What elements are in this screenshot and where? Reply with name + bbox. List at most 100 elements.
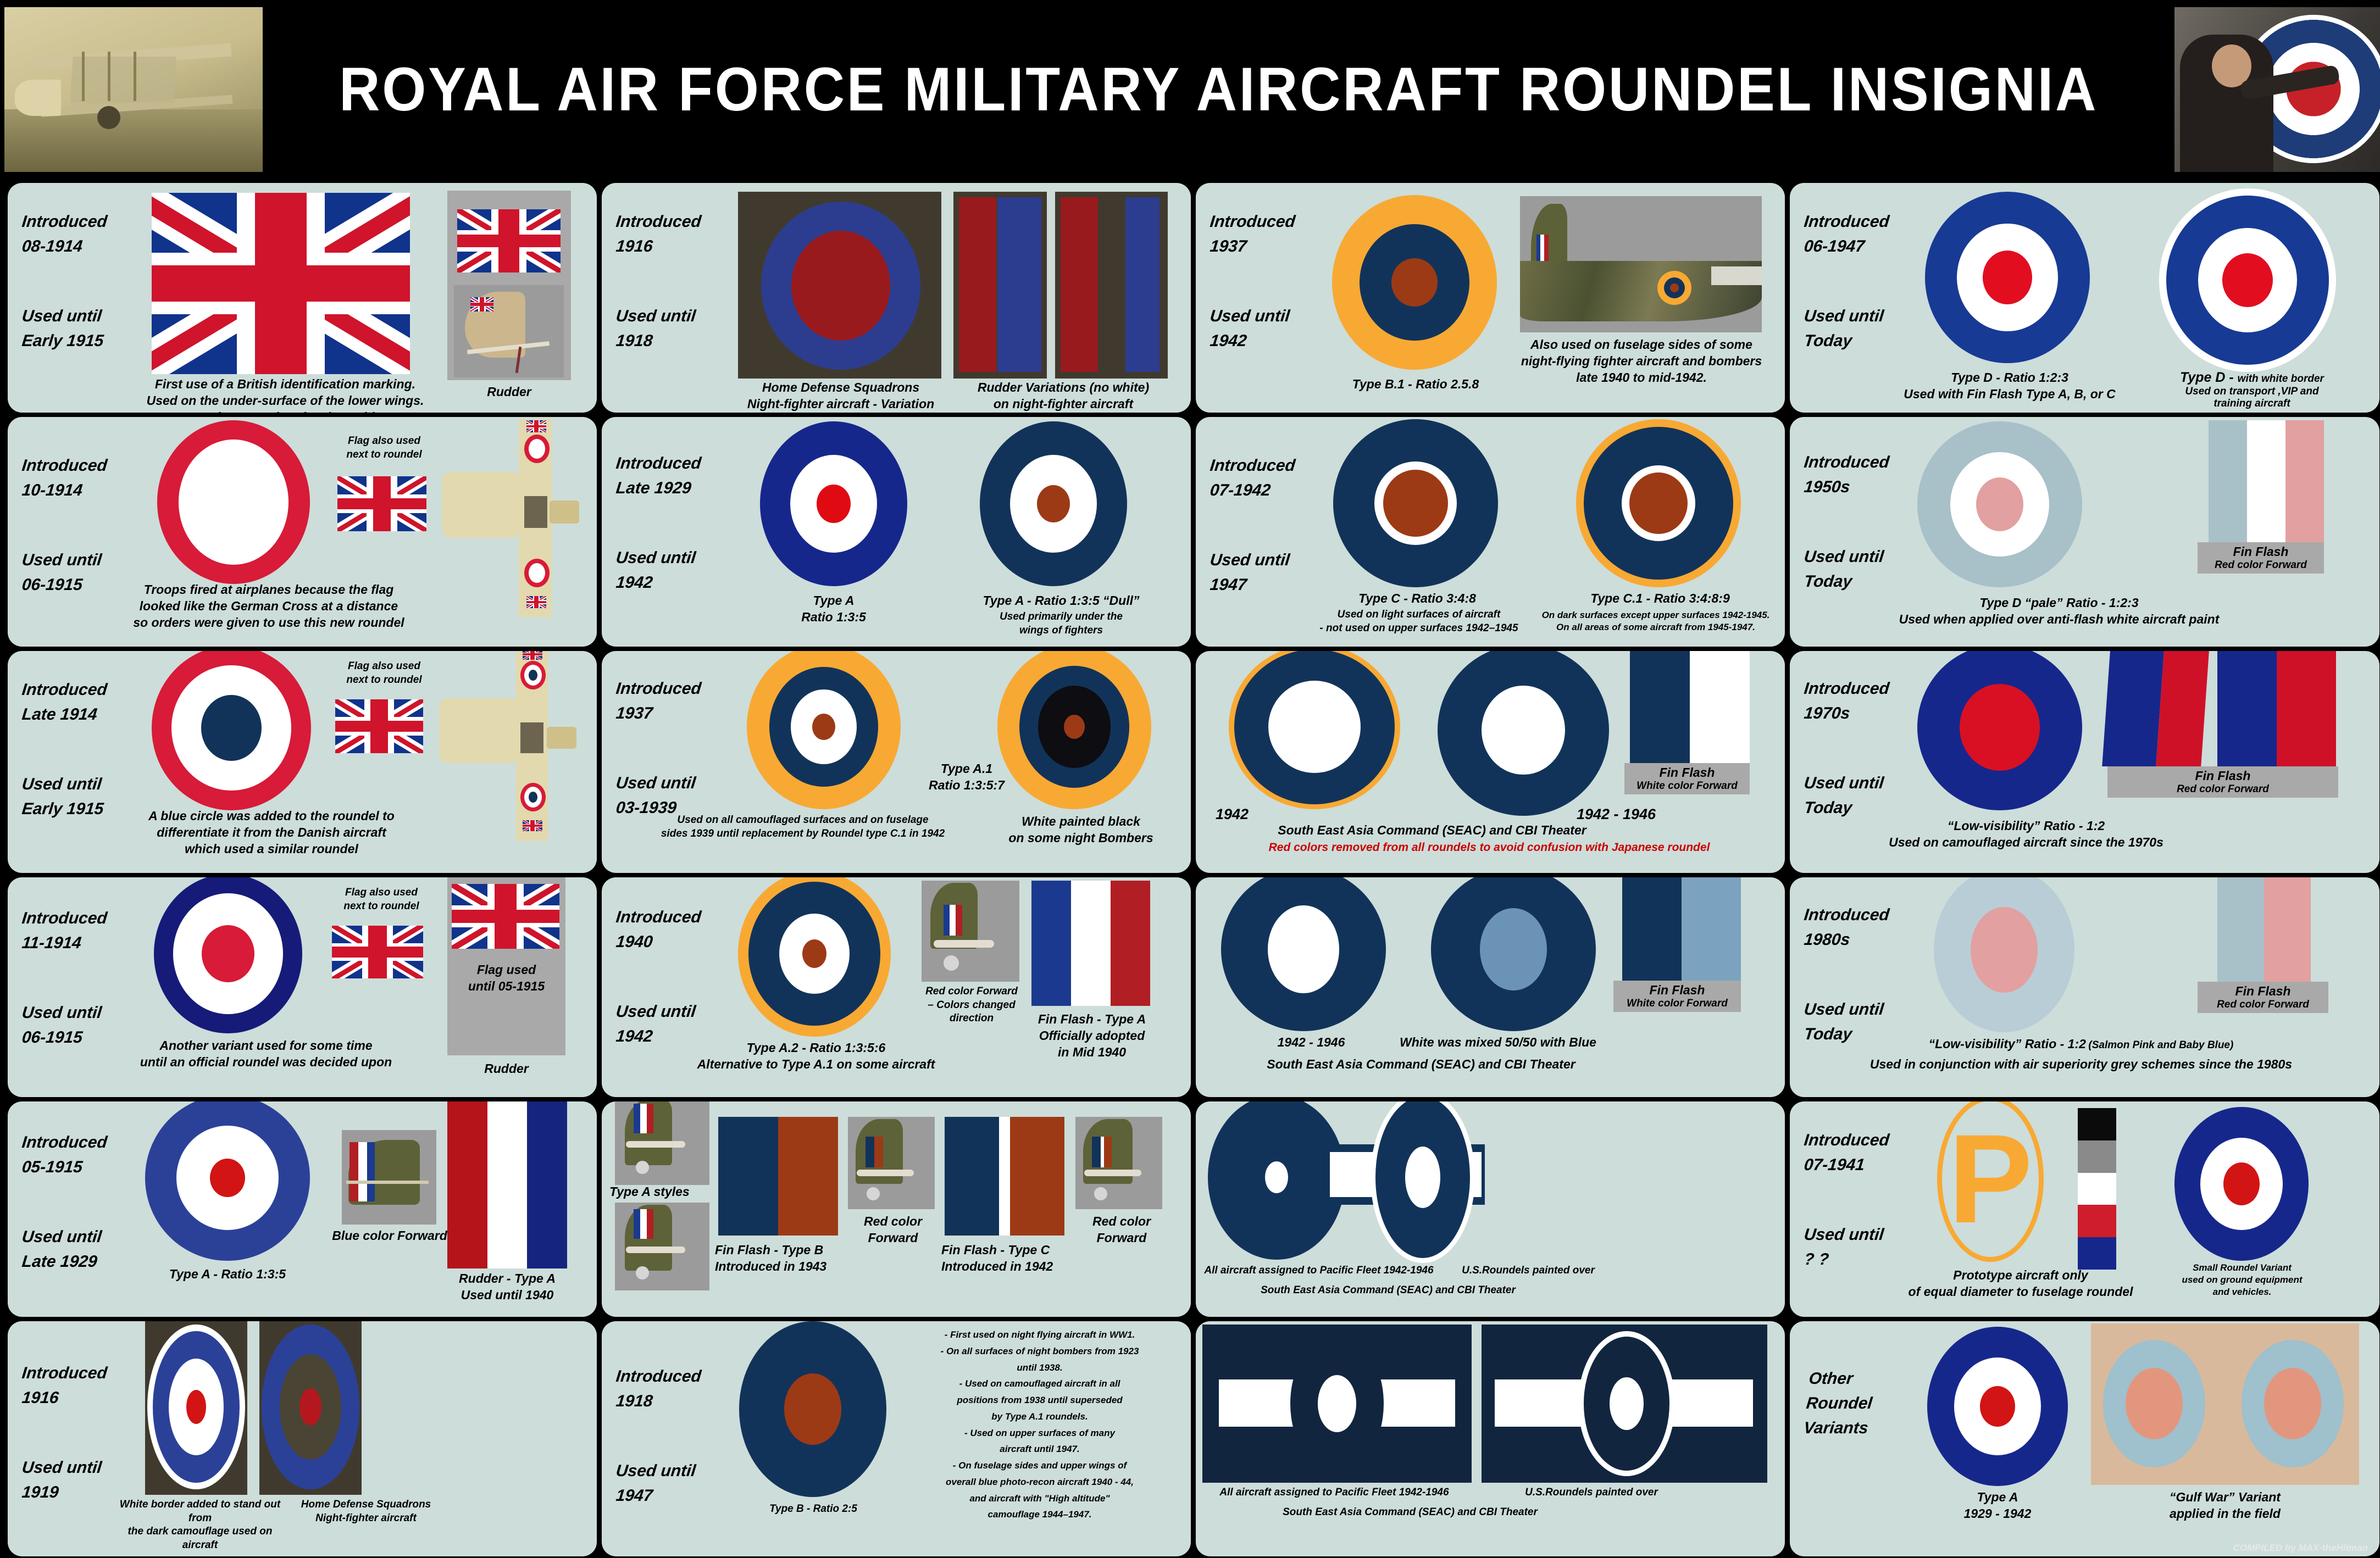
used-until-label: Used until — [1803, 1226, 1885, 1244]
caption-main: South East Asia Command (SEAC) and CBI T… — [1261, 1284, 1516, 1296]
roundel-type-a1 — [747, 651, 901, 809]
caption-left: Home Defense Squadrons Night-fighter air… — [747, 380, 935, 411]
rudder-caption: Rudder — [484, 1061, 529, 1076]
used-until-value: Late 1929 — [21, 1253, 98, 1271]
panel-main-caption: Type D “pale” Ratio - 1:2:3 Used when ap… — [1899, 596, 2220, 626]
biplane-top-view — [442, 419, 579, 617]
introduced-label: Introduced — [21, 1133, 108, 1151]
introduced-value: Late 1929 — [615, 479, 692, 497]
fin-flash-label: Fin Flash White color Forward — [1624, 763, 1750, 794]
used-until-label: Used until — [1803, 548, 1885, 566]
introduced-label: Introduced — [1803, 906, 1890, 924]
year-right: 1942 - 1946 — [1576, 806, 1656, 822]
photo-caption-2: Red color Forward — [1092, 1214, 1151, 1245]
introduced-value: 1918 — [615, 1392, 654, 1410]
other-variants-title: Other Roundel Variants — [1802, 1370, 1873, 1437]
panel-prototype-p-1941: Introduced 07-1941 Used until ? ? P Othe… — [1790, 1101, 2379, 1317]
roundel-small-variant — [2174, 1107, 2309, 1261]
fin-c-caption: Fin Flash - Type C Introduced in 1942 — [941, 1243, 1053, 1273]
introduced-label: Introduced — [21, 1364, 108, 1382]
roundel-type-d — [1925, 192, 2090, 363]
caption-right-title: Type C.1 - Ratio 3:4:8:9 — [1590, 591, 1730, 605]
introduced-value: 11-1914 — [21, 934, 82, 952]
prototype-letter: P — [1948, 1108, 2033, 1250]
caption-main: South East Asia Command (SEAC) and CBI T… — [1278, 823, 1586, 837]
introduced-label: Introduced — [21, 681, 108, 699]
introduced-value: 1916 — [615, 237, 654, 255]
roundel-seac-mixed-blue — [1431, 877, 1596, 1031]
caption-main: South East Asia Command (SEAC) and CBI T… — [1267, 1057, 1575, 1071]
introduced-label: Introduced — [615, 908, 702, 926]
caption-warning: Red colors removed from all roundels to … — [1268, 841, 1710, 854]
fin-flash-1970s-a — [2102, 651, 2210, 766]
panel-main-caption: Another variant used for some time until… — [140, 1038, 392, 1069]
panel-seac-1942-1946: Fin Flash White color Forward 1942 - 194… — [1196, 877, 1785, 1097]
fin-flash-title: Fin Flash — [1649, 983, 1705, 997]
panel-main-caption: First use of a British identification ma… — [146, 377, 424, 413]
caption-mid: Red color Forward – Colors changed direc… — [925, 986, 1018, 1025]
used-until-label: Used until — [615, 1462, 697, 1480]
fin-flash-sub: Red color Forward — [2215, 559, 2307, 571]
used-until-label: Used until — [1803, 1000, 1885, 1019]
introduced-label: Introduced — [1803, 213, 1890, 231]
used-until-label: Used until — [615, 307, 697, 325]
panel-low-vis-1970s: Introduced 1970s Used until Today Fin Fl… — [1790, 651, 2379, 873]
rudder-caption: Rudder - Type A Used until 1940 — [459, 1271, 556, 1302]
introduced-value: 1937 — [615, 704, 654, 722]
caption-right: Home Defense Squadrons Night-fighter air… — [301, 1499, 431, 1524]
bomber-photo — [1520, 196, 1762, 332]
caption-right: U.S.Roundels painted over — [1525, 1487, 1658, 1498]
roundel-low-vis — [1917, 651, 2082, 810]
caption-left: Type A Ratio 1:3:5 — [801, 593, 866, 624]
introduced-value: 06-1947 — [1803, 237, 1866, 255]
fin-flash-1980s — [2217, 877, 2311, 992]
used-until-label: Used until — [21, 1228, 103, 1246]
rudder-photo-panel — [447, 191, 571, 380]
used-until-label: Used until — [615, 549, 697, 567]
panel-main-caption: A blue circle was added to the roundel t… — [148, 809, 395, 856]
night-roundel-swatch — [738, 192, 941, 379]
footer-credit: COMPILED by MAX-theHitman — [2233, 1543, 2368, 1553]
biplane-top-view — [439, 651, 576, 841]
side-caption: Small Roundel Variant used on ground equ… — [2182, 1262, 2303, 1298]
photo-caption-1: Red color Forward — [863, 1214, 923, 1245]
introduced-value: 08-1914 — [21, 237, 84, 255]
main-caption-row: “Low-visibility” Ratio - 1:2 (Salmon Pin… — [1834, 1037, 2328, 1051]
rudder-type-a-stripes — [447, 1101, 568, 1268]
flag-note: Flag also used next to roundel — [346, 660, 422, 686]
caption-left: Type A 1929 - 1942 — [1963, 1490, 2032, 1521]
roundel-type-a-dull — [980, 421, 1127, 586]
roundel-red-ring — [157, 420, 310, 584]
roundel-type-c1 — [1576, 419, 1741, 587]
roundel-type-d-pale — [1917, 421, 2082, 587]
panel-variant-1914-11: Introduced 11-1914 Used until 06-1915 Fl… — [8, 877, 597, 1097]
fin-flash-sub: Red color Forward — [2217, 999, 2309, 1010]
fin-flash-title: Fin Flash — [2233, 544, 2289, 559]
fin-flash-1970s-b — [2217, 651, 2336, 766]
panel-fin-flash-b-c: Type A styles Fin Flash - Type B Introdu… — [602, 1101, 1191, 1317]
introduced-label: Introduced — [21, 909, 108, 927]
introduced-label: Introduced — [1803, 453, 1890, 471]
used-until-value: Today — [1803, 572, 1853, 591]
fin-flash-sub: White color Forward — [1636, 780, 1738, 792]
caption-right: Type D - with white border Used on trans… — [2145, 370, 2359, 410]
fin-flash-sub: Red color Forward — [2177, 783, 2269, 795]
caption-left: White border added to stand out from the… — [119, 1499, 281, 1551]
introduced-label: Introduced — [1209, 457, 1296, 475]
page-title: ROYAL AIR FORCE MILITARY AIRCRAFT ROUNDE… — [339, 55, 2099, 124]
fin-flash-c-photo — [1075, 1117, 1162, 1209]
introduced-value: 1940 — [615, 933, 654, 951]
fin-b-caption: Fin Flash - Type B Introduced in 1943 — [715, 1243, 827, 1273]
fin-flash-title: Fin Flash — [2195, 769, 2251, 783]
introduced-value: 05-1915 — [21, 1158, 84, 1176]
union-jack-flag-large — [152, 193, 410, 374]
fin-flash-b-photo — [848, 1117, 935, 1209]
panel-home-defense-1916: Introduced 1916 Used until 1918 Home Def… — [602, 183, 1191, 413]
caption-left: All aircraft assigned to Pacific Fleet 1… — [1219, 1487, 1449, 1498]
caption-left: Type B.1 - Ratio 2.5.8 — [1352, 377, 1479, 391]
prototype-p-marking: P — [1937, 1101, 2044, 1262]
caption-right: Rudder Variations (no white) on night-fi… — [977, 380, 1150, 411]
caption-right: “Gulf War” Variant applied in the field — [2170, 1490, 2281, 1521]
gulf-war-variant-swatch — [2091, 1323, 2359, 1485]
panel-pacific-fleet-1: All aircraft assigned to Pacific Fleet 1… — [1196, 1101, 1785, 1317]
